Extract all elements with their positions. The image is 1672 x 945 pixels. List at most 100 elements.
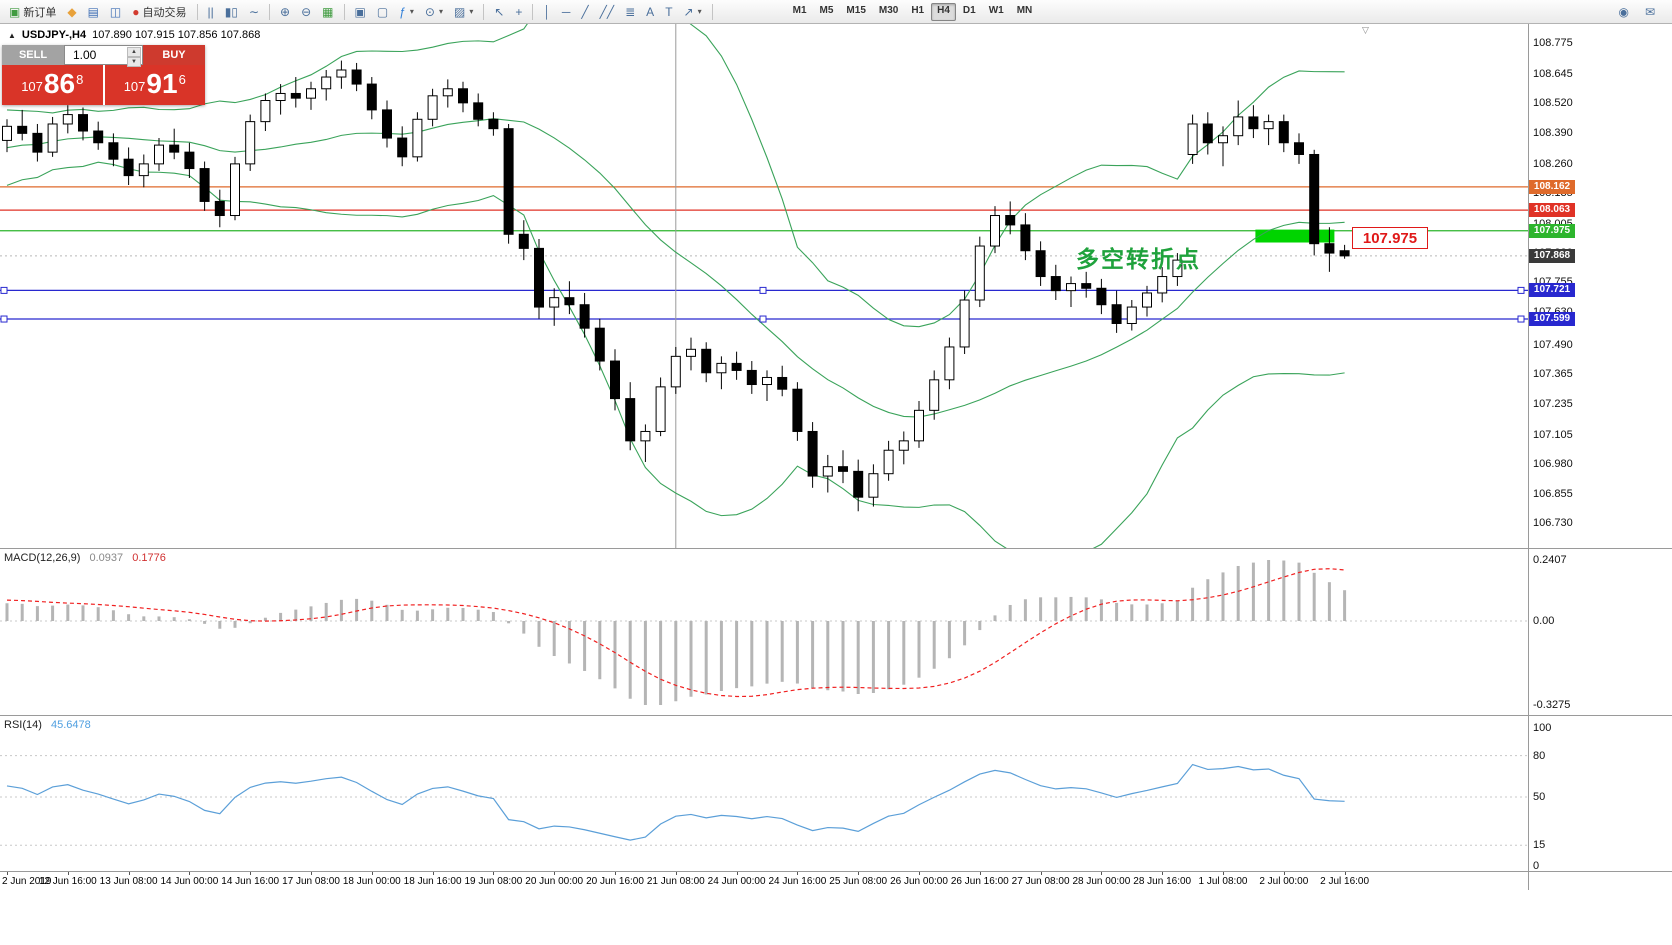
candle-body (1202, 123, 1213, 144)
cursor-icon: ↖ (494, 4, 505, 19)
green-line-price-badge: 107.975 (1529, 223, 1575, 238)
candlestick-chart-type-button[interactable]: ▮▯ (220, 2, 243, 22)
candle-body (488, 118, 499, 130)
line-selection-handle[interactable] (0, 286, 8, 294)
fibonacci-button[interactable]: ≣ (620, 2, 640, 22)
sell-price-button[interactable]: 107 86 8 (2, 65, 103, 105)
candle-body (564, 297, 575, 306)
profiles-button[interactable]: ◆ (62, 2, 81, 22)
volume-up-icon[interactable]: ▲ (127, 47, 141, 57)
equidistant-channel-button[interactable]: ╱╱ (595, 2, 619, 22)
blue-line-price-1-badge: 107.721 (1529, 283, 1575, 298)
pane-separator[interactable] (0, 548, 1672, 549)
tile-windows-icon: ▦ (322, 4, 334, 19)
buy-price-prefix: 107 (123, 79, 146, 94)
macd-indicator-pane[interactable] (0, 549, 1528, 715)
time-axis-tick (1283, 871, 1285, 875)
timeframe-h4[interactable]: H4 (931, 2, 956, 21)
tile-windows-button[interactable]: ▦ (317, 2, 338, 22)
line-selection-handle[interactable] (0, 315, 8, 323)
rsi-indicator-pane[interactable] (0, 716, 1528, 871)
vertical-line-button[interactable]: │ (538, 2, 556, 22)
time-axis-label: 17 Jun 08:00 (282, 876, 340, 887)
sell-price-prefix: 107 (21, 79, 43, 94)
zoom-in-button[interactable]: ⊕ (275, 2, 295, 22)
market-watch-button[interactable]: ▤ (83, 2, 104, 22)
volume-spinner[interactable]: ▲ ▼ (127, 47, 141, 67)
periods-icon: ⊙ (424, 4, 435, 19)
main-price-chart[interactable] (0, 24, 1528, 548)
candle-body (473, 102, 484, 120)
crosshair-icon: + (515, 4, 523, 19)
line-chart-type-button[interactable]: ∼ (244, 2, 264, 22)
candle-body (990, 215, 1000, 247)
zoom-out-button[interactable]: ⊖ (296, 2, 316, 22)
toolbar-separator (711, 3, 713, 20)
crosshair-button[interactable]: + (510, 2, 527, 22)
buy-button-label[interactable]: BUY (143, 45, 205, 65)
time-axis-label: 25 Jun 08:00 (829, 876, 888, 887)
line-selection-handle[interactable] (759, 315, 767, 323)
volume-down-icon[interactable]: ▼ (127, 57, 141, 67)
candle-body (2, 125, 12, 141)
time-axis[interactable]: 2 Jun 2019 12 Jun 16:00 13 Jun 08:00 14 Jun… (0, 871, 1528, 890)
periods-button[interactable]: ⊙ ▾ (420, 2, 448, 22)
timeframe-m5[interactable]: M5 (819, 4, 834, 16)
trendline-button[interactable]: ╱ (576, 2, 593, 22)
time-axis-separator (0, 871, 1672, 872)
price-callout-box[interactable]: 107.975 (1352, 227, 1428, 249)
candle-body (625, 398, 636, 442)
orange-line-price-badge: 108.162 (1529, 179, 1575, 194)
candle-body (214, 200, 225, 217)
templates-button[interactable]: ▨ ▾ (449, 2, 478, 22)
candle-body (518, 233, 529, 249)
symbol-marker-icon: ▲ (8, 30, 16, 40)
autotrading-button[interactable]: ● 自动交易 (127, 2, 191, 22)
new-order-icon: ▣ (9, 4, 21, 19)
toolbar-separator (196, 3, 198, 20)
arrows-button[interactable]: ↗ ▾ (679, 2, 707, 22)
mail-icon[interactable]: ✉ (1640, 2, 1660, 22)
indicators-button[interactable]: ƒ ▾ (394, 2, 419, 22)
timeframe-h1[interactable]: H1 (911, 4, 925, 16)
timeframe-d1[interactable]: D1 (962, 4, 976, 16)
candle-body (534, 247, 544, 308)
data-window-button[interactable]: ◫ (105, 2, 126, 22)
bar-chart-type-button[interactable]: || (203, 2, 219, 22)
time-axis-tick (432, 871, 434, 875)
new-order-button[interactable]: ▣ 新订单 (4, 2, 61, 22)
candle-body (1187, 123, 1198, 155)
line-selection-handle[interactable] (1517, 315, 1525, 323)
time-axis-label: 14 Jun 16:00 (221, 876, 280, 887)
timeframe-mn[interactable]: MN (1016, 4, 1033, 16)
price-axis[interactable]: 108.775 108.645 108.520 108.390 108.260 108.1… (1528, 24, 1672, 890)
sell-price-pip: 8 (76, 72, 84, 87)
buy-price-button[interactable]: 107 91 6 (104, 65, 205, 105)
cascade-windows-button[interactable]: ▢ (372, 2, 393, 22)
candlestick-chart-type-icon: ▮▯ (224, 4, 238, 19)
sell-button-label[interactable]: SELL (2, 45, 64, 65)
line-selection-handle[interactable] (759, 286, 767, 294)
candle-body (1339, 250, 1350, 257)
timeframe-m1[interactable]: M1 (792, 4, 807, 16)
toolbar-separator (532, 3, 534, 20)
timeframe-w1[interactable]: W1 (988, 4, 1004, 16)
time-axis-label: 1 Jul 08:00 (1198, 876, 1248, 887)
text-label-button[interactable]: T (660, 2, 677, 22)
horizontal-line-button[interactable]: ─ (557, 2, 576, 22)
cursor-button[interactable]: ↖ (489, 2, 509, 22)
text-button[interactable]: A (641, 2, 659, 22)
rsi-axis-label: 0 (1533, 860, 1540, 872)
candle-body (275, 92, 286, 102)
candle-body (898, 440, 909, 451)
volume-input[interactable]: 1.00 ▲ ▼ (64, 45, 143, 67)
buy-price-main: 91 (146, 68, 178, 99)
timeframe-m15[interactable]: M15 (846, 4, 866, 16)
line-selection-handle[interactable] (1517, 286, 1525, 294)
time-axis-tick (675, 871, 677, 875)
price-alert-icon[interactable]: ◉ (1613, 2, 1633, 22)
timeframe-m30[interactable]: M30 (878, 4, 899, 16)
arrange-windows-button[interactable]: ▣ (350, 2, 371, 22)
pane-separator[interactable] (0, 715, 1672, 716)
time-axis-label: 27 Jun 08:00 (1011, 876, 1070, 887)
